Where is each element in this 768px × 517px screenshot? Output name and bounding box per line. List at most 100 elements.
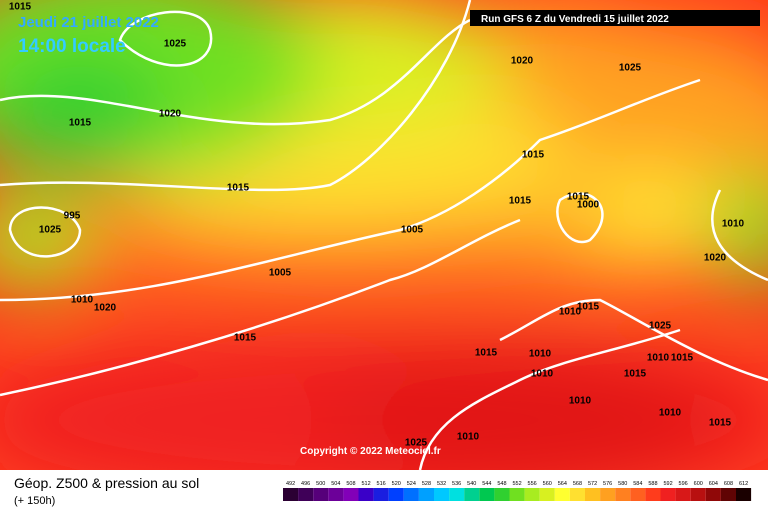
isobar-label: 1015 — [671, 353, 694, 364]
legend-label: 512 — [361, 481, 370, 487]
isobar-label: 1015 — [577, 302, 600, 313]
legend-label: 576 — [603, 481, 612, 487]
legend-swatch — [660, 488, 676, 501]
legend-label: 528 — [422, 481, 431, 487]
legend-label: 556 — [528, 481, 537, 487]
legend-swatch — [418, 488, 434, 501]
legend-swatch — [569, 488, 585, 501]
isobar-label: 1010 — [559, 307, 582, 318]
legend-swatch — [343, 488, 359, 501]
legend-label: 588 — [648, 481, 657, 487]
isobar-label: 995 — [64, 211, 81, 222]
run-box — [470, 10, 760, 26]
legend-swatch — [464, 488, 480, 501]
isobar-label: 1015 — [509, 196, 532, 207]
legend-swatch — [479, 488, 495, 501]
isobar-label: 1020 — [94, 303, 117, 314]
isobar-label: 1000 — [577, 200, 600, 211]
isobar-label: 1015 — [234, 333, 257, 344]
legend-swatch — [705, 488, 721, 501]
isobar-label: 1015 — [624, 369, 647, 380]
isobar-label: 1015 — [567, 192, 590, 203]
legend-swatch — [675, 488, 691, 501]
isobar-label: 1025 — [649, 321, 672, 332]
legend-swatch — [615, 488, 631, 501]
legend-swatch — [373, 488, 389, 501]
legend-label: 572 — [588, 481, 597, 487]
legend-label: 568 — [573, 481, 582, 487]
time: 14:00 locale — [18, 36, 126, 57]
isobar-label: 1010 — [722, 219, 745, 230]
isobar-label: 1025 — [405, 438, 428, 449]
legend-swatch — [645, 488, 661, 501]
legend-label: 516 — [377, 481, 386, 487]
legend-label: 520 — [392, 481, 401, 487]
legend-swatch — [283, 488, 299, 501]
legend-label: 560 — [543, 481, 552, 487]
legend-swatch — [388, 488, 404, 501]
legend-label: 536 — [452, 481, 461, 487]
legend-label: 548 — [497, 481, 506, 487]
run: Run GFS 6 Z du Vendredi 15 juillet 2022 — [481, 14, 669, 25]
legend-swatch — [539, 488, 555, 501]
legend-swatch — [434, 488, 450, 501]
isobar-label: 1020 — [159, 109, 182, 120]
legend-label: 564 — [558, 481, 567, 487]
isobar-label: 1015 — [522, 150, 545, 161]
isobar-label: 1010 — [529, 349, 552, 360]
legend-swatch — [720, 488, 736, 501]
legend-label: 596 — [679, 481, 688, 487]
legend-swatch — [524, 488, 540, 501]
legend-swatch — [736, 488, 752, 501]
legend-swatch — [690, 488, 706, 501]
legend-label: 496 — [301, 481, 310, 487]
isobar-label: 1010 — [531, 369, 554, 380]
isobar-label: 1020 — [704, 253, 727, 264]
legend-swatch — [600, 488, 616, 501]
legend-label: 544 — [482, 481, 491, 487]
isobar-label: 1025 — [164, 39, 187, 50]
legend-label: 492 — [286, 481, 295, 487]
isobar-label: 1020 — [511, 56, 534, 67]
isobar-label: 1005 — [269, 268, 292, 279]
legend-swatch — [509, 488, 525, 501]
isobar-label: 1015 — [475, 348, 498, 359]
legend-label: 584 — [633, 481, 642, 487]
legend-swatch — [358, 488, 374, 501]
isobar-label: 1015 — [709, 418, 732, 429]
legend-label: 540 — [467, 481, 476, 487]
legend-swatch — [449, 488, 465, 501]
legend-swatch — [494, 488, 510, 501]
isobar-label: 1010 — [647, 353, 670, 364]
legend-label: 600 — [694, 481, 703, 487]
isobar-label: 1015 — [9, 2, 32, 13]
legend-label: 524 — [407, 481, 416, 487]
legend-label: 508 — [346, 481, 355, 487]
isobar-label: 1010 — [457, 432, 480, 443]
legend-label: 580 — [618, 481, 627, 487]
legend-label: 612 — [739, 481, 748, 487]
isobar-label: 1015 — [227, 183, 250, 194]
legend-swatch — [328, 488, 344, 501]
date: Jeudi 21 juillet 2022 — [18, 14, 159, 31]
isobar-label: 1010 — [569, 396, 592, 407]
legend-swatch — [313, 488, 329, 501]
legend-swatch — [298, 488, 314, 501]
isobar-label: 1010 — [71, 295, 94, 306]
copyright: Copyright © 2022 Meteociel.fr — [300, 446, 441, 457]
legend-swatch — [585, 488, 601, 501]
legend-label: 552 — [512, 481, 521, 487]
legend-label: 592 — [663, 481, 672, 487]
footer-lead: (+ 150h) — [14, 495, 55, 507]
isobar-label: 1015 — [69, 118, 92, 129]
legend-label: 500 — [316, 481, 325, 487]
isobar-label: 1025 — [619, 63, 642, 74]
isobar-label: 1005 — [401, 225, 424, 236]
legend-label: 504 — [331, 481, 340, 487]
footer-title: Géop. Z500 & pression au sol — [14, 475, 199, 491]
isobar-label: 1010 — [659, 408, 682, 419]
legend-swatch — [403, 488, 419, 501]
isobar-label: 1025 — [39, 225, 62, 236]
